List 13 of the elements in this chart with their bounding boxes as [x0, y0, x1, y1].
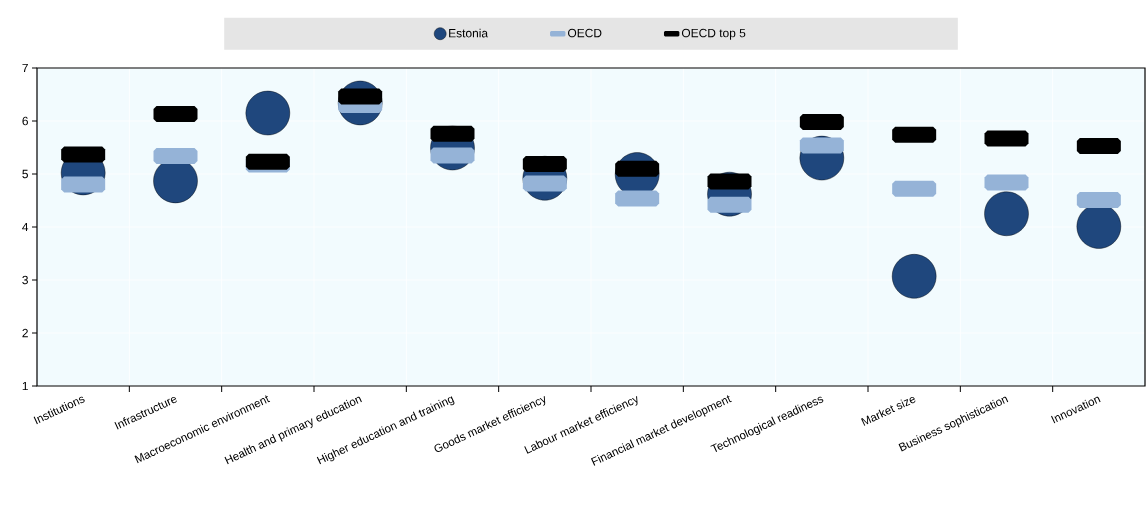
point [891, 254, 937, 299]
y-tick-label: 7 [22, 63, 28, 73]
point [245, 90, 291, 136]
y-tick-label: 5 [22, 169, 28, 179]
legend-label: OECD top 5 [681, 28, 746, 40]
y-tick-label: 1 [22, 381, 28, 391]
y-tick-label: 4 [22, 222, 29, 232]
legend-label: OECD [568, 28, 602, 38]
point [984, 191, 1029, 236]
y-tick-label: 2 [22, 328, 28, 338]
legend-label: Estonia [449, 28, 489, 38]
y-tick-label: 6 [22, 116, 28, 126]
y-tick-label: 3 [22, 275, 28, 285]
